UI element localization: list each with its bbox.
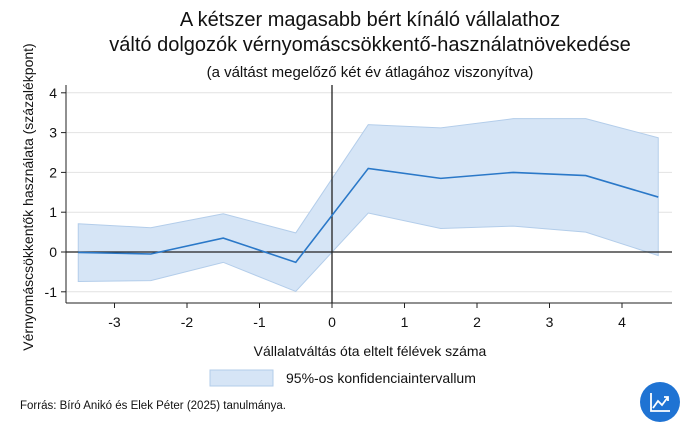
x-tick-label: 2 <box>473 314 481 330</box>
x-tick-label: -3 <box>108 314 121 330</box>
y-tick-label: 2 <box>49 164 57 180</box>
chart-title-line2: váltó dolgozók vérnyomáscsökkentő-haszná… <box>109 34 631 56</box>
confidence-band <box>77 118 659 292</box>
y-tick-label: 4 <box>49 85 57 101</box>
legend-swatch <box>209 369 274 387</box>
x-tick-label: -1 <box>253 314 266 330</box>
x-tick-label: 4 <box>618 314 626 330</box>
y-tick-label: 3 <box>49 125 57 141</box>
y-tick-label: 1 <box>49 204 57 220</box>
y-tick-label: 0 <box>49 244 57 260</box>
legend-label: 95%-os konfidenciaintervallum <box>286 370 476 386</box>
x-axis-label: Vállalatváltás óta eltelt félévek száma <box>254 343 487 359</box>
x-tick-label: 3 <box>546 314 554 330</box>
chart-subtitle: (a váltást megelőző két év átlagához vis… <box>206 64 534 81</box>
x-tick-label: 0 <box>328 314 336 330</box>
trend-chart-icon <box>650 393 670 412</box>
source-note: Forrás: Bíró Anikó és Elek Péter (2025) … <box>20 400 286 412</box>
y-tick-label: -1 <box>45 284 58 300</box>
y-axis-label: Vérnyomáscsökkentők használata (százalék… <box>20 43 36 350</box>
x-tick-label: 1 <box>401 314 409 330</box>
x-tick-label: -2 <box>181 314 194 330</box>
chart-title: A kétszer magasabb bért kínáló vállalath… <box>179 9 561 31</box>
chart-icon[interactable] <box>640 382 680 422</box>
